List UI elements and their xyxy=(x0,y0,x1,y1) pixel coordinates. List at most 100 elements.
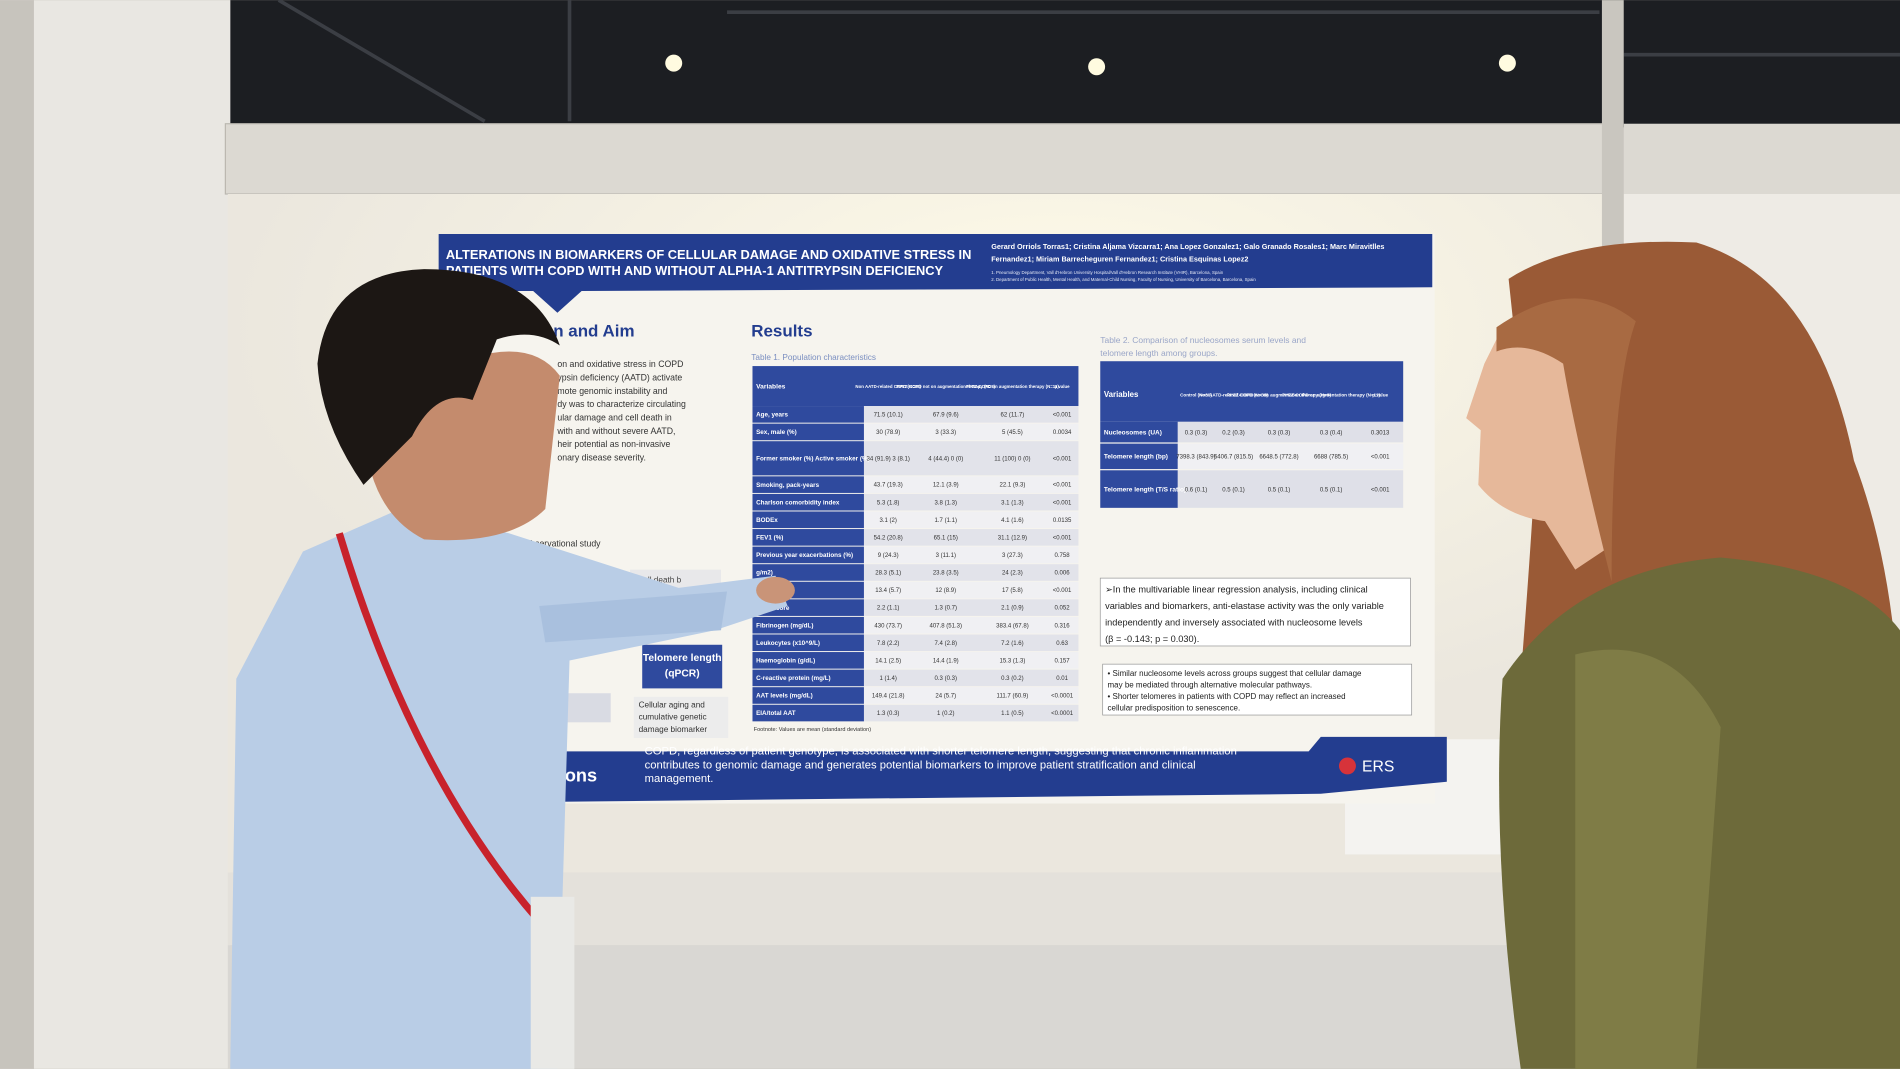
table-row xyxy=(1177,421,1404,443)
table-row xyxy=(863,704,1079,722)
table-cell: 1.1 (0.5) xyxy=(1001,711,1024,717)
table-header xyxy=(752,366,1079,407)
poster-title: PATIENTS WITH COPD WITH AND WITHOUT ALPH… xyxy=(446,263,944,278)
table-row-label-cell xyxy=(752,441,864,476)
table-row xyxy=(863,616,1079,634)
regression-text: independently and inversely associated w… xyxy=(1105,617,1363,627)
table-row xyxy=(863,581,1079,599)
table-cell: 149.4 (21.8) xyxy=(872,694,905,700)
intro-text: ular damage and cell death in xyxy=(557,412,672,422)
methods-text: nal observational study xyxy=(511,538,601,548)
table-header-cell: p value xyxy=(1055,384,1071,389)
table-row xyxy=(863,441,1079,476)
table-cell: 5.3 (1.8) xyxy=(877,500,900,506)
table-cell: 0.6 (0.1) xyxy=(1185,487,1208,493)
table-cell: 9 (24.3) xyxy=(878,553,899,559)
table-cell: <0.001 xyxy=(1053,500,1072,506)
table-cell: 3 (27.3) xyxy=(1002,553,1023,559)
table-row xyxy=(863,511,1079,529)
table-cell: 17 (5.8) xyxy=(1002,588,1023,594)
table-header-cell: PI*ZZ-COPD on augmentation therapy (N=11… xyxy=(1282,392,1380,397)
table-header xyxy=(1100,361,1404,422)
table-cell: 62 (11.7) xyxy=(1001,412,1025,418)
poster-content: ALTERATIONS IN BIOMARKERS OF CELLULAR DA… xyxy=(446,242,1413,786)
table-row-label-cell xyxy=(752,564,864,581)
table-row-label-cell xyxy=(1100,421,1178,443)
table-row-label-cell xyxy=(752,652,864,669)
ceiling-truss xyxy=(277,0,1900,123)
table-row xyxy=(863,652,1079,669)
table-cell: 1 (0.2) xyxy=(937,711,954,717)
method-box-text: Cellular aging and xyxy=(639,701,706,710)
table-cell: 0.5 (0.1) xyxy=(1268,487,1291,493)
table-row-label-cell xyxy=(752,406,864,423)
table-row xyxy=(863,564,1079,581)
table-cell: 30 (78.9) xyxy=(876,430,900,436)
bullet-text: • Similar nucleosome levels across group… xyxy=(1108,669,1363,678)
table-cell: 0.006 xyxy=(1055,571,1071,577)
table-cell: 2.2 (1.1) xyxy=(877,606,900,612)
logo-mark xyxy=(1338,757,1356,775)
table-cell: 0.758 xyxy=(1055,553,1071,559)
table-row-label-cell xyxy=(752,423,864,441)
table-row xyxy=(1177,470,1404,508)
table-cell: 0.3 (0.4) xyxy=(1320,430,1343,436)
section-heading: on and Aim xyxy=(543,322,635,341)
ceiling-light xyxy=(665,54,683,72)
table-row xyxy=(863,546,1079,564)
table-cell: 6648.5 (772.8) xyxy=(1259,455,1298,461)
table-cell: 6688 (785.5) xyxy=(1314,455,1348,461)
authors: Fernandez1; Miriam Barrecheguren Fernand… xyxy=(991,254,1248,263)
table-cell: 23.8 (3.5) xyxy=(933,571,959,577)
table-cell: <0.001 xyxy=(1053,535,1072,541)
table-cell: 0.5 (0.1) xyxy=(1222,487,1245,493)
woman xyxy=(1466,241,1900,1069)
table-cell: <0.0001 xyxy=(1051,711,1074,717)
table-cell: 0.01 xyxy=(1056,676,1068,682)
table-cell: 7.4 (2.8) xyxy=(934,641,957,647)
table-cell: 3 (11.1) xyxy=(936,553,956,559)
poster-header xyxy=(438,233,1433,313)
table-cell: 1.7 (1.1) xyxy=(934,518,957,524)
table-cell: <0.001 xyxy=(1053,483,1072,489)
section-heading: Results xyxy=(751,322,812,341)
method-box xyxy=(642,644,723,689)
intro-text: on and oxidative stress in COPD xyxy=(557,359,683,369)
conclusions-text: COPD, regardless of patient genotype, is… xyxy=(645,745,1237,757)
table-cell: 0.3 (0.3) xyxy=(1185,430,1208,436)
table-cell: 0.5 (0.1) xyxy=(1320,487,1343,493)
table-cell: 7.2 (1.6) xyxy=(1001,641,1024,647)
table-cell: <0.001 xyxy=(1371,455,1390,461)
bullets-box xyxy=(1102,663,1413,716)
table-cell: 6406.7 (815.5) xyxy=(1214,455,1253,461)
table-header-cell: PI*ZZ-COPD on augmentation therapy (N=11… xyxy=(966,384,1059,389)
bullet-text: cellular predisposition to senescence. xyxy=(1108,703,1241,712)
intro-text: heir potential as non-invasive xyxy=(557,439,670,449)
table-cell: 12.1 (3.9) xyxy=(933,483,959,489)
table-cell: 5 (45.5) xyxy=(1002,430,1023,436)
table-cell: BODEx xyxy=(756,517,778,524)
table-cell: 0.3 (0.3) xyxy=(934,676,957,682)
conclusions-text: management. xyxy=(645,773,714,785)
table-cell: <0.0001 xyxy=(1051,694,1074,700)
table-row xyxy=(863,406,1079,423)
table-cell: <0.001 xyxy=(1053,588,1072,594)
table-cell: Telomere length (bp) xyxy=(1104,454,1168,461)
intro-text: mote genomic instability and xyxy=(557,386,667,396)
table-cell: AAT levels (mg/dL) xyxy=(756,693,813,700)
table-header-cell: Control (N=30) xyxy=(1180,392,1212,397)
table-row-label-cell xyxy=(1100,443,1178,470)
table-cell: 0.157 xyxy=(1055,658,1071,664)
table-cell: C-reactive protein (mg/L) xyxy=(756,675,831,682)
bullet-text: • Shorter telomeres in patients with COP… xyxy=(1108,692,1346,701)
table-row xyxy=(863,669,1079,687)
table-header-cell: PI*ZZ-COPD not on augmentation therapy (… xyxy=(1227,392,1331,397)
table-row-label-cell xyxy=(752,687,864,704)
table-cell: 15.3 (1.3) xyxy=(999,658,1025,664)
table-cell: 3.8 (1.3) xyxy=(934,500,957,506)
table-cell: 31.1 (12.9) xyxy=(998,535,1027,541)
table-row xyxy=(863,634,1079,652)
table-row xyxy=(863,599,1079,616)
conclusions-band xyxy=(508,736,1447,803)
